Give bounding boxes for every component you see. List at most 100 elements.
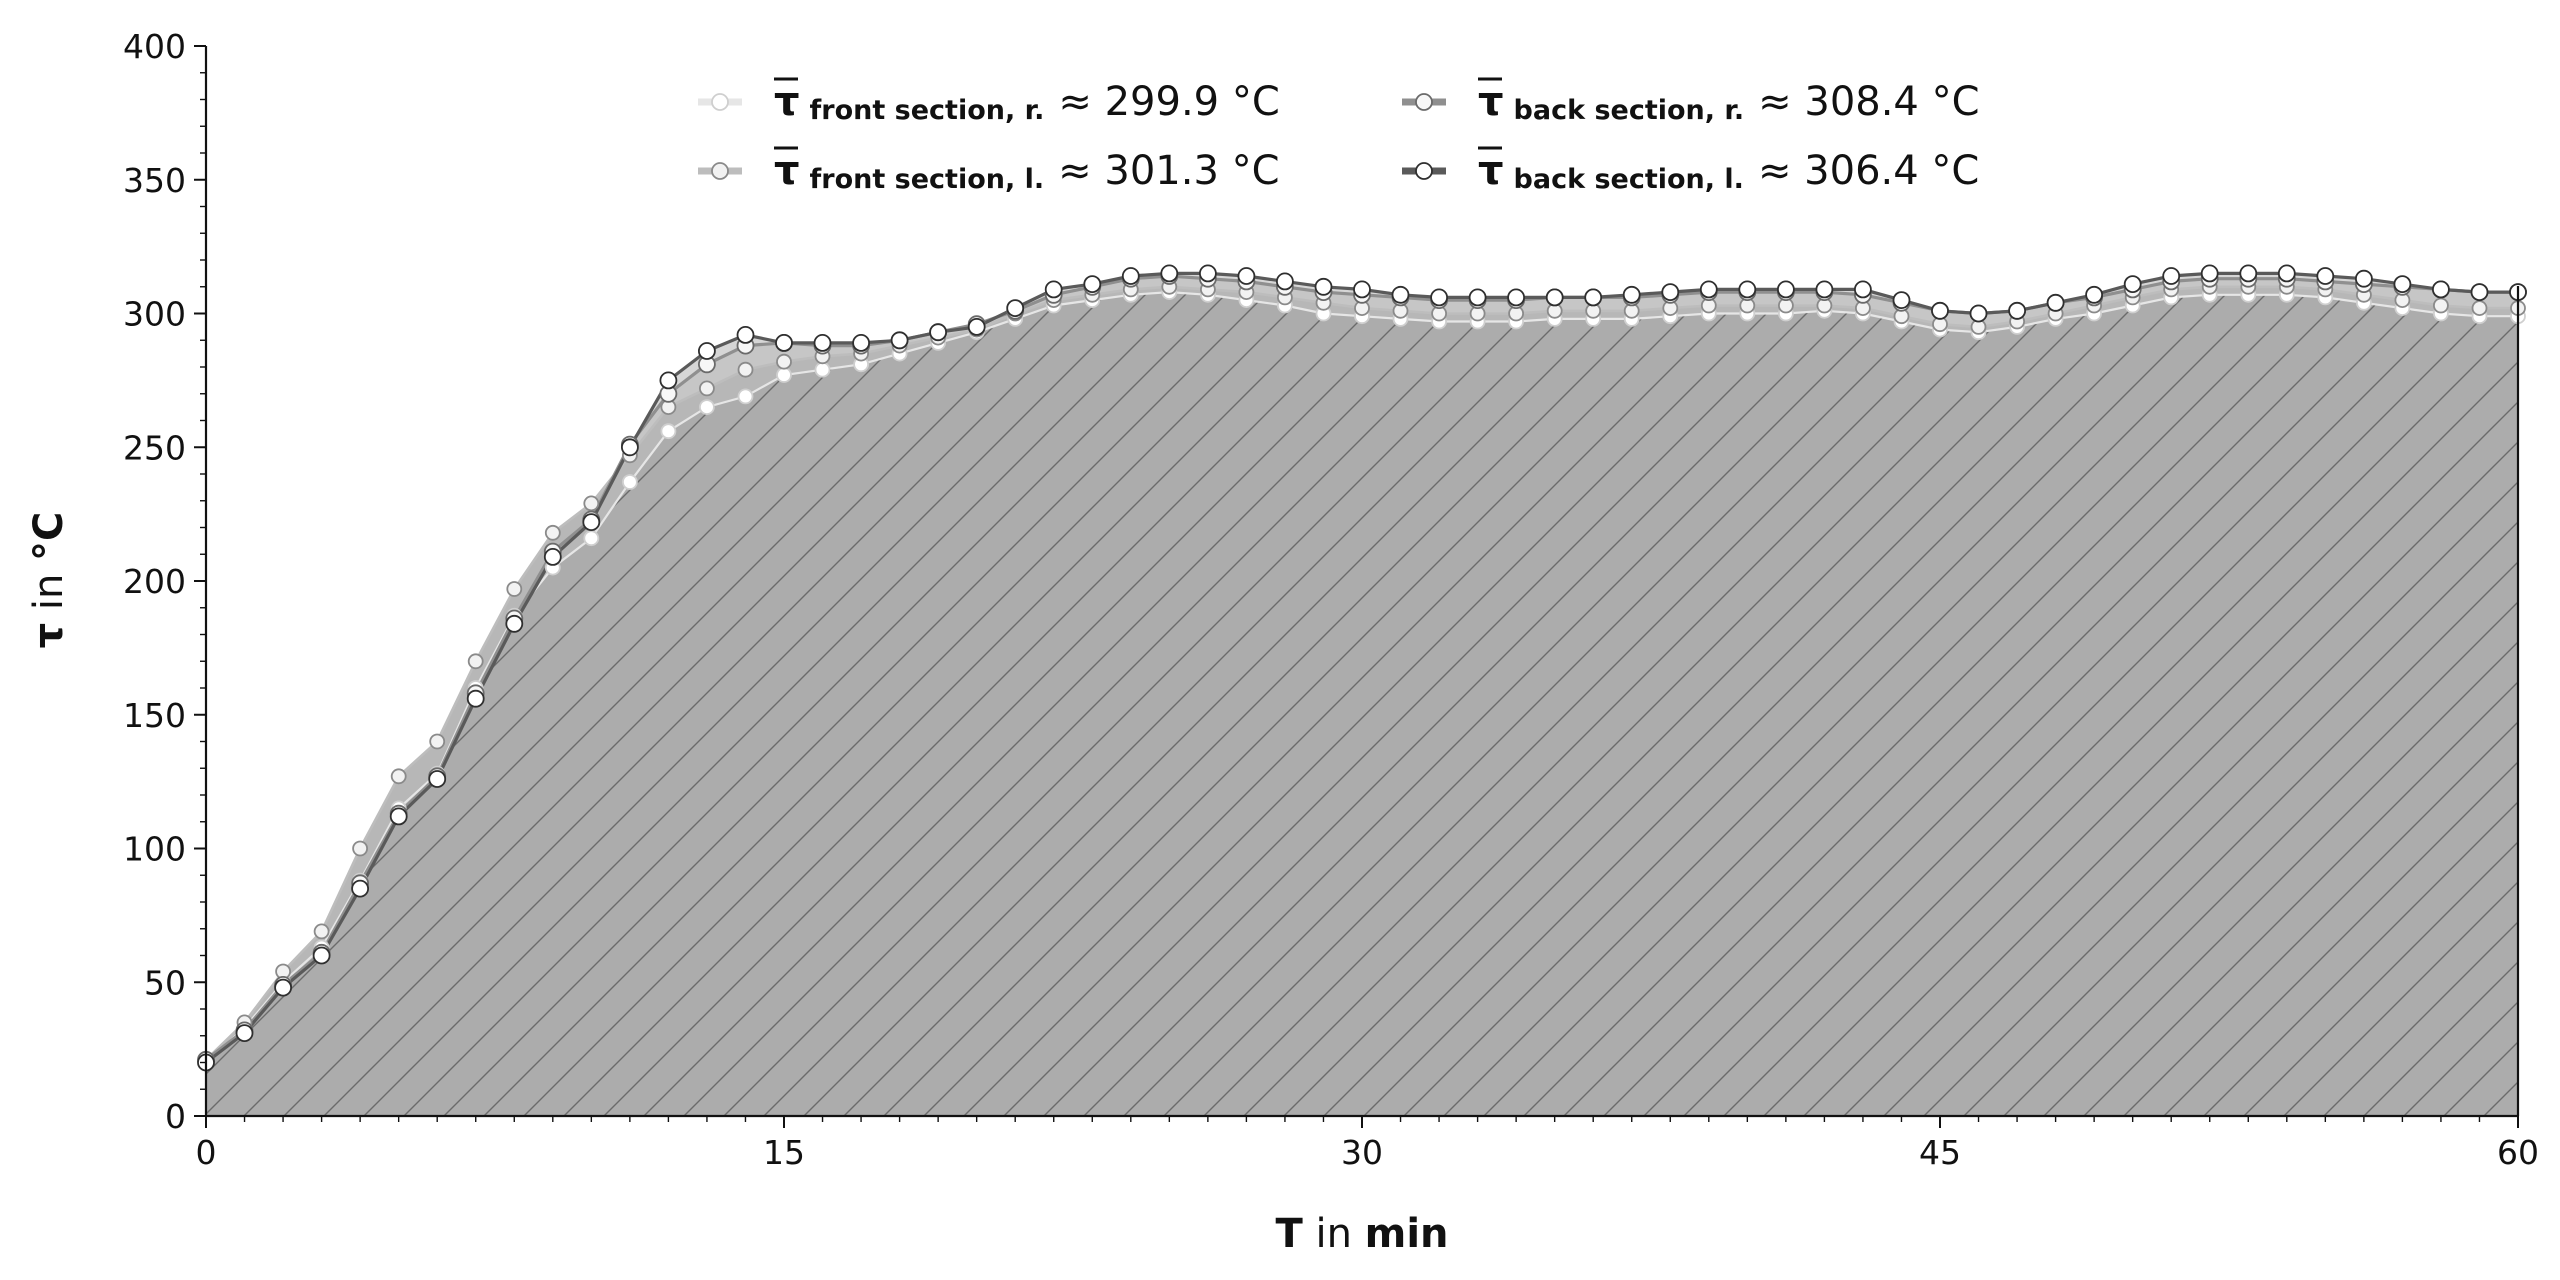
axis-ticks: 0 50 100 150 200 250 300 350 400 0 15 30 45 60 bbox=[123, 27, 2539, 1172]
marker-point bbox=[1854, 280, 1872, 299]
marker-point bbox=[929, 323, 947, 342]
marker-point bbox=[2316, 267, 2335, 285]
marker-point bbox=[1661, 283, 1680, 302]
legend-entry-front-right: τ front section, r. ≈ 299.9 °C bbox=[698, 77, 1280, 126]
marker-point bbox=[2393, 275, 2412, 294]
legend-entry-back-right: τ back section, r. ≈ 308.4 °C bbox=[1402, 77, 1980, 126]
marker-point bbox=[1430, 288, 1448, 307]
marker-point bbox=[1507, 288, 1525, 307]
legend-label-front-right: τ front section, r. ≈ 299.9 °C bbox=[774, 79, 1280, 126]
marker-point bbox=[2085, 285, 2104, 304]
marker-point bbox=[351, 879, 370, 898]
marker-point bbox=[659, 371, 678, 390]
marker-point bbox=[1083, 275, 1102, 294]
marker-point bbox=[1391, 285, 1410, 304]
marker-point bbox=[1314, 277, 1333, 296]
x-axis-title: T in min bbox=[1275, 1211, 1448, 1257]
y-tick-label: 400 bbox=[123, 27, 186, 66]
legend: τ front section, r. ≈ 299.9 °C τ front sect… bbox=[698, 77, 1980, 195]
x-tick-label: 0 bbox=[196, 1133, 217, 1172]
marker-point bbox=[1622, 285, 1641, 304]
marker-point bbox=[2239, 264, 2258, 283]
y-tick-label: 350 bbox=[123, 161, 186, 200]
marker-point bbox=[2046, 293, 2065, 312]
marker-point bbox=[737, 361, 754, 378]
marker-point bbox=[1545, 288, 1564, 307]
x-tick-label: 15 bbox=[763, 1133, 805, 1172]
y-tick-label: 200 bbox=[123, 562, 186, 601]
marker-point bbox=[622, 474, 638, 490]
y-tick-label: 250 bbox=[123, 428, 186, 467]
marker-point bbox=[2162, 267, 2181, 285]
marker-point bbox=[2008, 301, 2026, 320]
marker-point bbox=[1353, 280, 1371, 299]
hatch-fill bbox=[206, 292, 2518, 1117]
marker-point bbox=[814, 361, 831, 378]
marker-point bbox=[506, 581, 523, 597]
marker-point bbox=[813, 333, 832, 352]
legend-entry-back-left: τ back section, l. ≈ 306.4 °C bbox=[1402, 146, 1979, 195]
marker-point bbox=[1160, 264, 1179, 283]
marker-point bbox=[1121, 267, 1140, 285]
marker-point bbox=[737, 388, 754, 405]
marker-point bbox=[775, 333, 793, 352]
marker-point bbox=[699, 399, 715, 416]
marker-point bbox=[389, 807, 408, 826]
marker-point bbox=[1468, 288, 1487, 307]
marker-point bbox=[2123, 275, 2142, 294]
marker-point bbox=[1584, 288, 1603, 307]
legend-entry-front-left: τ front section, l. ≈ 301.3 °C bbox=[698, 146, 1280, 195]
marker-point bbox=[967, 317, 986, 336]
marker-point bbox=[736, 325, 755, 344]
legend-marker bbox=[711, 93, 729, 111]
y-tick-label: 150 bbox=[123, 696, 186, 735]
y-tick-label: 50 bbox=[144, 963, 186, 1002]
series-markers bbox=[197, 264, 2527, 1072]
hatch-front-section-r bbox=[206, 292, 2518, 1117]
marker-point bbox=[2470, 283, 2489, 302]
legend-label-back-left: τ back section, l. ≈ 306.4 °C bbox=[1478, 148, 1979, 195]
marker-point bbox=[1006, 299, 1025, 318]
legend-marker bbox=[1415, 93, 1433, 111]
marker-point bbox=[1892, 291, 1911, 310]
marker-point bbox=[1199, 264, 1217, 283]
marker-point bbox=[621, 438, 639, 457]
marker-point bbox=[2431, 280, 2450, 299]
marker-point bbox=[429, 733, 446, 750]
legend-marker bbox=[711, 162, 729, 180]
x-tick-label: 30 bbox=[1341, 1133, 1383, 1172]
legend-label-front-left: τ front section, l. ≈ 301.3 °C bbox=[774, 148, 1280, 195]
legend-symbol-front-right bbox=[698, 93, 742, 111]
marker-point bbox=[1815, 280, 1834, 299]
legend-label-back-right: τ back section, r. ≈ 308.4 °C bbox=[1478, 79, 1980, 126]
marker-point bbox=[890, 331, 909, 350]
marker-point bbox=[505, 614, 524, 633]
marker-point bbox=[699, 380, 715, 397]
marker-point bbox=[543, 548, 562, 566]
y-tick-label: 100 bbox=[123, 830, 186, 869]
marker-point bbox=[582, 513, 601, 531]
marker-point bbox=[2432, 297, 2449, 314]
marker-point bbox=[698, 342, 716, 360]
x-tick-label: 60 bbox=[2497, 1133, 2539, 1172]
marker-point bbox=[1969, 304, 1988, 323]
marker-point bbox=[2277, 264, 2296, 283]
marker-point bbox=[428, 770, 447, 788]
y-tick-label: 0 bbox=[165, 1097, 186, 1136]
y-axis-title: τ in °C bbox=[26, 512, 72, 649]
marker-point bbox=[1738, 280, 1757, 299]
markers-back-section-l bbox=[197, 264, 2527, 1072]
y-tick-label: 300 bbox=[123, 295, 186, 334]
marker-point bbox=[313, 923, 330, 940]
marker-point bbox=[776, 353, 792, 370]
marker-point bbox=[390, 768, 407, 785]
marker-point bbox=[1044, 280, 1063, 299]
marker-point bbox=[583, 495, 600, 512]
marker-point bbox=[467, 653, 484, 670]
marker-point bbox=[274, 978, 293, 997]
marker-point bbox=[2354, 269, 2373, 288]
marker-point bbox=[1276, 272, 1294, 291]
marker-point bbox=[776, 367, 792, 383]
marker-point bbox=[2471, 300, 2488, 317]
